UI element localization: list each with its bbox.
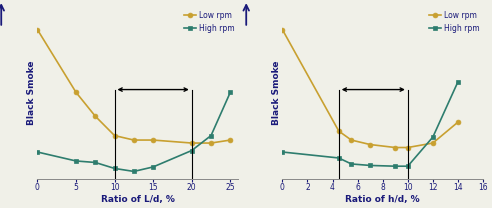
Low rpm: [112, 134, 118, 137]
High rpm: [367, 164, 373, 167]
High rpm: [208, 134, 214, 137]
High rpm: [392, 165, 398, 167]
High rpm: [131, 170, 137, 173]
Low rpm: [392, 146, 398, 149]
Low rpm: [455, 121, 461, 123]
Low rpm: [430, 142, 436, 144]
Line: Low rpm: Low rpm: [280, 27, 461, 150]
Low rpm: [405, 146, 411, 149]
Low rpm: [336, 130, 342, 132]
High rpm: [430, 136, 436, 138]
X-axis label: Ratio of h/d, %: Ratio of h/d, %: [345, 195, 420, 204]
Line: High rpm: High rpm: [35, 90, 233, 174]
High rpm: [227, 91, 233, 94]
Low rpm: [227, 139, 233, 141]
Low rpm: [150, 139, 156, 141]
Low rpm: [208, 142, 214, 144]
Y-axis label: Black Smoke: Black Smoke: [272, 61, 281, 125]
High rpm: [348, 163, 354, 165]
Low rpm: [92, 115, 98, 117]
High rpm: [279, 151, 285, 153]
High rpm: [336, 157, 342, 159]
X-axis label: Ratio of L/d, %: Ratio of L/d, %: [101, 195, 175, 204]
Low rpm: [34, 28, 40, 31]
Low rpm: [367, 143, 373, 146]
Low rpm: [348, 139, 354, 141]
Y-axis label: Black Smoke: Black Smoke: [27, 61, 36, 125]
Legend: Low rpm, High rpm: Low rpm, High rpm: [428, 9, 481, 34]
High rpm: [73, 160, 79, 162]
High rpm: [455, 80, 461, 83]
High rpm: [92, 161, 98, 164]
Low rpm: [189, 142, 195, 144]
High rpm: [112, 167, 118, 170]
Low rpm: [73, 91, 79, 94]
Line: High rpm: High rpm: [280, 79, 461, 169]
High rpm: [34, 151, 40, 153]
Line: Low rpm: Low rpm: [35, 27, 233, 145]
High rpm: [150, 166, 156, 168]
High rpm: [405, 165, 411, 167]
Low rpm: [279, 28, 285, 31]
Low rpm: [131, 139, 137, 141]
High rpm: [189, 149, 195, 152]
Legend: Low rpm, High rpm: Low rpm, High rpm: [183, 9, 236, 34]
